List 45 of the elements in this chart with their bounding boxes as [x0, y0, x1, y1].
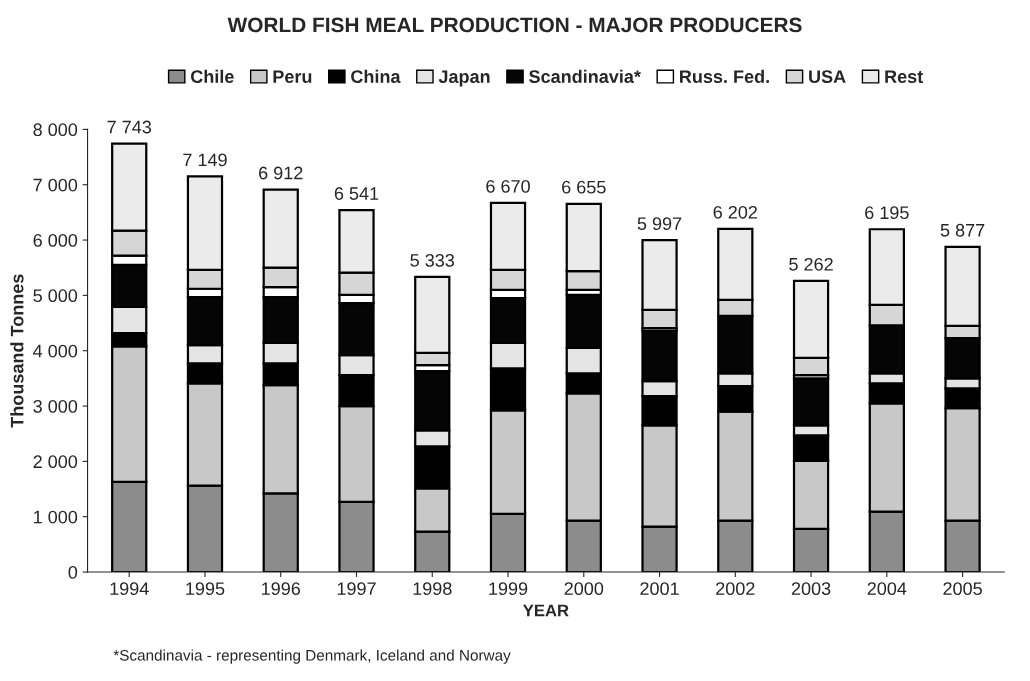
text: *Scandinavia - representing Denmark, Iceland and Norway [113, 649, 511, 664]
total-label: 6 670 [486, 179, 530, 193]
x-tick-label: 1995 [186, 582, 225, 596]
total-label: 6 541 [334, 187, 379, 200]
legend-label: Russ. Fed. [680, 69, 769, 84]
x-tick-label: 1999 [489, 582, 528, 596]
x-tick-label: 2001 [640, 582, 679, 596]
y-tick-label: 4 000 [33, 344, 78, 358]
y-tick-label: 5 000 [33, 289, 78, 303]
legend-label: Rest [885, 70, 923, 84]
legend-label: Japan [438, 70, 490, 87]
legend-label: China [351, 69, 401, 84]
y-axis-title: Thousand Tonnes [10, 274, 24, 428]
total-label: 7 743 [107, 120, 152, 134]
legend-label: Scandinavia* [529, 69, 641, 84]
y-tick-label: 8 000 [33, 123, 78, 137]
total-label: 6 195 [865, 206, 909, 220]
x-tick-label: 1998 [413, 582, 452, 596]
y-tick-label: 2 000 [33, 455, 78, 469]
legend-label: Peru [273, 70, 312, 84]
total-label: 5 877 [940, 223, 985, 237]
x-tick-label: 2000 [564, 582, 604, 596]
x-tick-label: 2003 [791, 582, 831, 596]
total-label: 6 202 [713, 205, 757, 219]
y-tick-label: 0 [68, 565, 78, 579]
y-tick-label: 3 000 [33, 399, 78, 413]
total-label: 5 333 [410, 253, 455, 267]
y-tick-label: 7 000 [33, 178, 78, 192]
x-tick-label: 1996 [262, 582, 301, 596]
total-label: 7 149 [183, 153, 227, 167]
y-tick-label: 6 000 [33, 233, 78, 247]
x-tick-label: 1994 [110, 582, 149, 596]
total-label: 5 997 [637, 217, 682, 231]
legend-label: Chile [190, 69, 234, 84]
x-tick-label: 2005 [943, 582, 982, 596]
chart-title: WORLD FISH MEAL PRODUCTION - MAJOR PRODUCERS [227, 17, 802, 33]
x-tick-label: 2002 [716, 582, 755, 596]
y-tick-label: 1 000 [34, 510, 78, 524]
x-axis-title: YEAR [523, 604, 569, 617]
legend-label: USA [809, 70, 846, 84]
total-label: 5 262 [789, 257, 833, 271]
total-label: 6 912 [259, 166, 303, 180]
x-tick-label: 2004 [867, 582, 907, 596]
total-label: 6 655 [562, 180, 606, 194]
x-tick-label: 1997 [337, 582, 376, 596]
